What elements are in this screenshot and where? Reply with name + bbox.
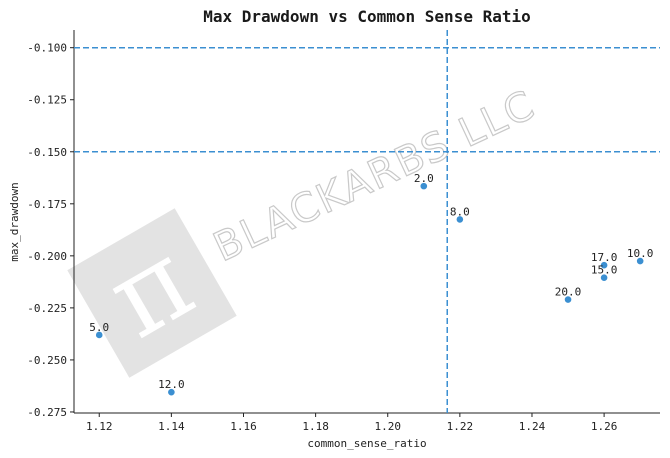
y-tick-label: -0.100 — [27, 42, 67, 55]
x-tick-label: 1.22 — [447, 420, 474, 433]
data-point-label: 10.0 — [627, 247, 654, 260]
x-axis-label: common_sense_ratio — [307, 437, 426, 450]
data-point — [564, 296, 572, 303]
y-tick-label: -0.250 — [27, 354, 67, 367]
data-point — [420, 182, 428, 190]
data-point-label: 8.0 — [450, 205, 470, 218]
x-tick-label: 1.18 — [302, 420, 329, 433]
x-tick-label: 1.16 — [230, 420, 257, 433]
x-tick-label: 1.26 — [591, 420, 618, 433]
watermark-text: BLACKARBS LLC — [207, 82, 543, 271]
y-axis-label: max_drawdown — [8, 182, 21, 261]
y-ticks: -0.100 -0.125 -0.150 -0.175 -0.200 -0.225 -0.2… — [27, 42, 74, 419]
x-tick-label: 1.14 — [158, 420, 185, 433]
data-point — [636, 257, 644, 265]
x-tick-label: 1.12 — [86, 420, 113, 433]
watermark: π BLACKARBS LLC — [67, 81, 543, 378]
x-tick-label: 1.24 — [519, 420, 546, 433]
x-tick-label: 1.20 — [374, 420, 401, 433]
y-tick-label: -0.175 — [27, 198, 67, 211]
data-point — [456, 216, 464, 223]
y-tick-label: -0.225 — [27, 302, 67, 315]
data-point-label: 17.0 — [591, 251, 618, 264]
y-tick-label: -0.200 — [27, 250, 67, 263]
chart-title: Max Drawdown vs Common Sense Ratio — [203, 7, 531, 26]
data-point-label: 15.0 — [591, 264, 618, 277]
data-point — [95, 331, 103, 339]
data-point-label: 2.0 — [414, 172, 434, 185]
reference-lines — [74, 30, 660, 413]
data-point — [600, 261, 608, 269]
data-point-label: 20.0 — [555, 286, 582, 299]
y-tick-label: -0.125 — [27, 94, 67, 107]
data-point-label: 12.0 — [158, 378, 185, 391]
data-point — [600, 274, 608, 282]
data-points: 5.0 12.0 2.0 8.0 20.0 17.015.0 10.0 — [89, 172, 654, 396]
data-point — [168, 388, 175, 396]
data-point-label: 5.0 — [89, 321, 109, 334]
y-tick-label: -0.150 — [27, 146, 67, 159]
x-ticks: 1.12 1.14 1.16 1.18 1.20 1.22 1.24 1.26 — [86, 413, 617, 433]
y-tick-label: -0.275 — [27, 406, 67, 419]
watermark-logo-icon: π — [67, 208, 237, 378]
